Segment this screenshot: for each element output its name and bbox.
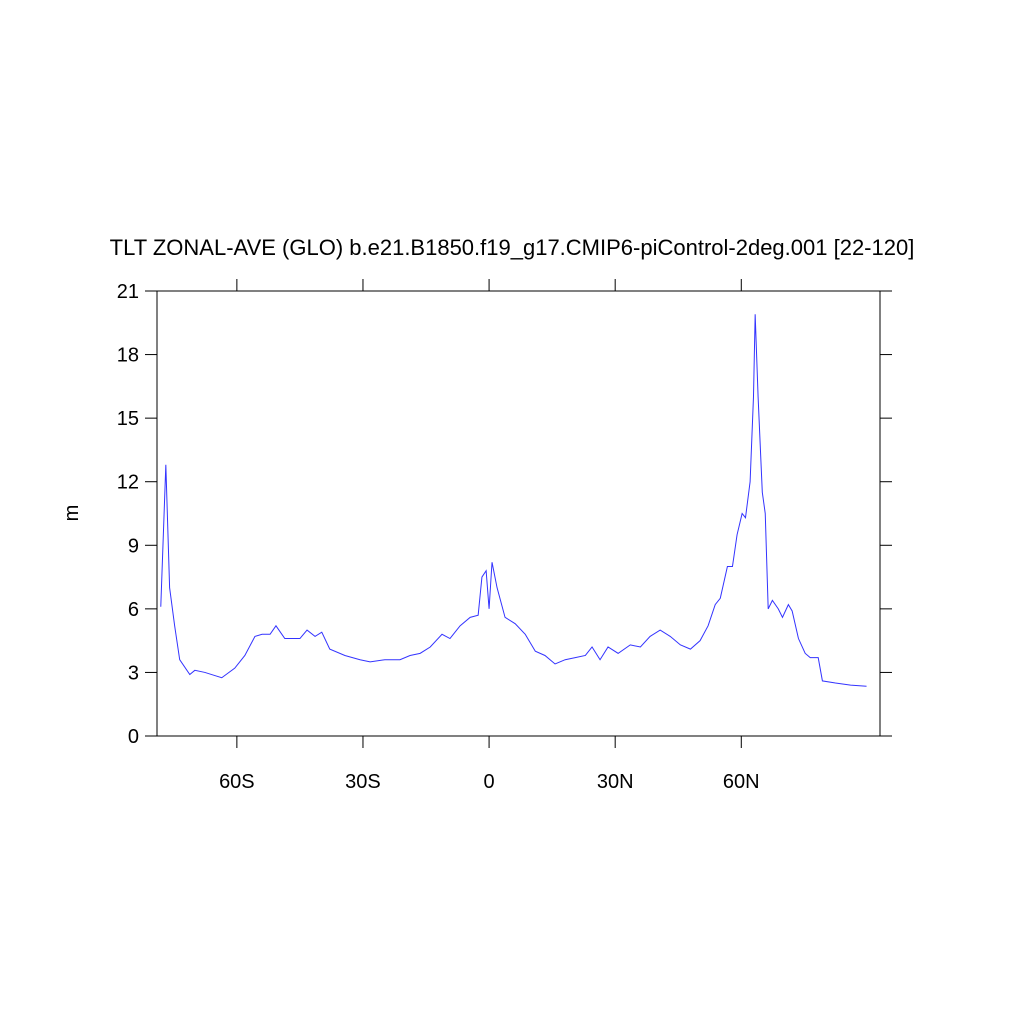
x-tick-label: 60S <box>219 771 255 793</box>
y-tick-label: 0 <box>128 726 139 748</box>
y-tick-label: 3 <box>128 662 139 684</box>
y-tick-label: 9 <box>128 535 139 557</box>
chart-title: TLT ZONAL-AVE (GLO) b.e21.B1850.f19_g17.… <box>110 235 915 260</box>
y-tick-label: 21 <box>117 281 139 303</box>
x-tick-label: 0 <box>484 771 495 793</box>
x-tick-label: 60N <box>723 771 760 793</box>
data-line <box>160 314 867 687</box>
plot-frame <box>156 290 881 737</box>
y-tick-label: 6 <box>128 599 139 621</box>
x-tick-label: 30S <box>345 771 381 793</box>
x-tick-label: 30N <box>597 771 634 793</box>
y-tick-label: 18 <box>117 345 139 367</box>
y-tick-label: 12 <box>117 472 139 494</box>
y-axis-label: m <box>61 505 83 522</box>
y-tick-label: 15 <box>117 408 139 430</box>
